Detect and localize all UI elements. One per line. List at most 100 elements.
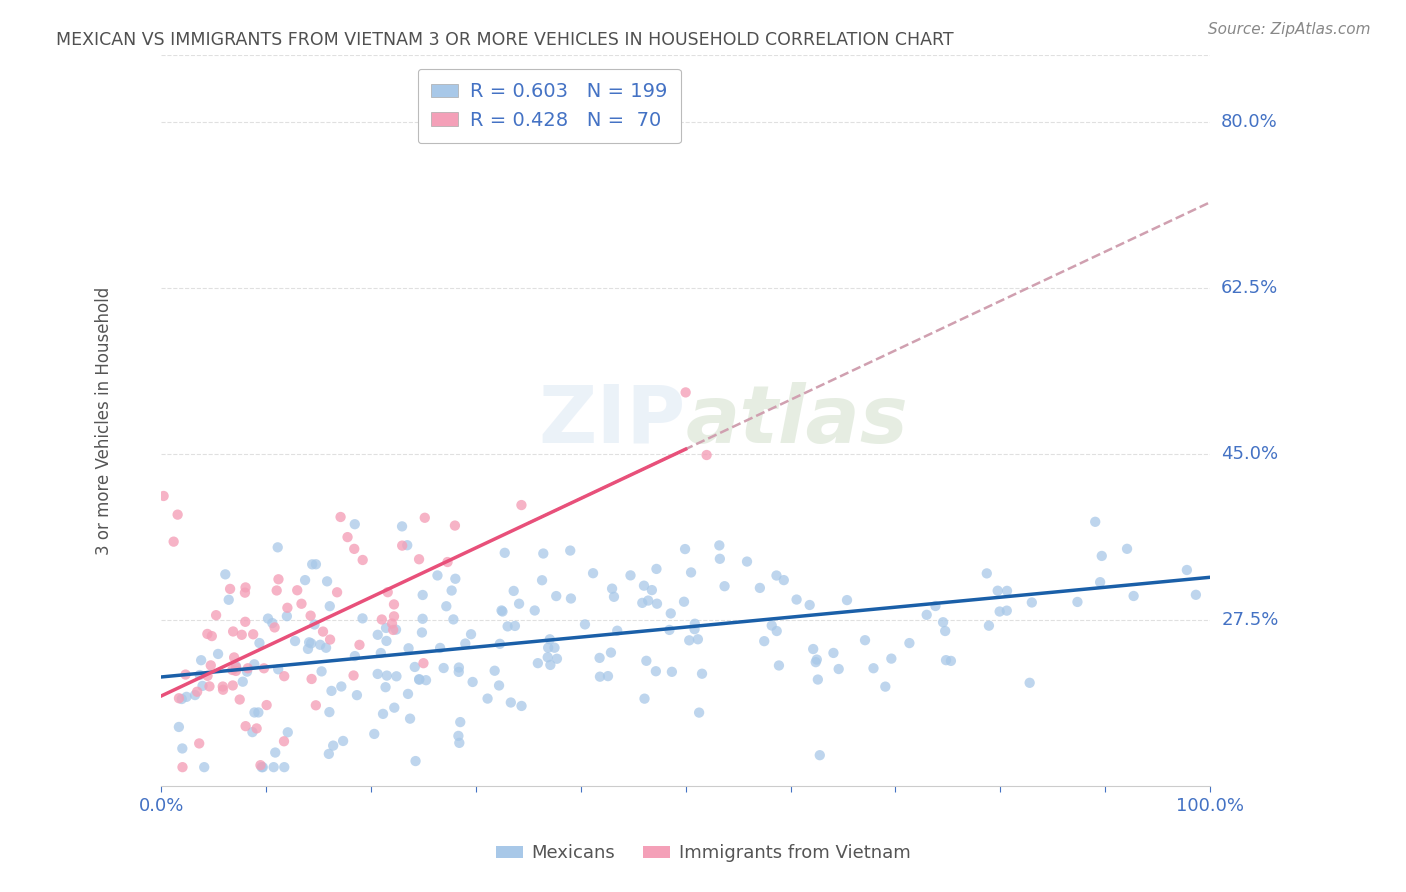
Point [412, 612, 434, 626]
Point [589, 670, 612, 684]
Point [367, 628, 389, 642]
Point [434, 599, 457, 614]
Point [352, 553, 374, 567]
Legend: R = 0.603   N = 199, R = 0.428   N =  70: R = 0.603 N = 199, R = 0.428 N = 70 [418, 69, 681, 144]
Point [273, 734, 295, 748]
Point [188, 736, 211, 750]
Point [298, 635, 321, 649]
Point [496, 619, 519, 633]
Point [193, 760, 215, 774]
Point [235, 719, 257, 733]
Point [862, 661, 884, 675]
Point [249, 636, 271, 650]
Point [436, 555, 458, 569]
Point [371, 706, 394, 721]
Point [412, 588, 434, 602]
Point [256, 698, 278, 712]
Point [277, 725, 299, 739]
Point [454, 636, 477, 650]
Point [242, 627, 264, 641]
Point [329, 510, 352, 524]
Point [641, 583, 664, 598]
Point [619, 568, 641, 582]
Text: MEXICAN VS IMMIGRANTS FROM VIETNAM 3 OR MORE VEHICLES IN HOUSEHOLD CORRELATION C: MEXICAN VS IMMIGRANTS FROM VIETNAM 3 OR … [56, 31, 953, 49]
Point [228, 692, 250, 706]
Point [172, 760, 194, 774]
Point [477, 691, 499, 706]
Point [235, 581, 257, 595]
Point [312, 624, 335, 639]
Point [761, 618, 783, 632]
Point [195, 627, 218, 641]
Point [987, 583, 1010, 598]
Point [371, 613, 394, 627]
Point [503, 619, 526, 633]
Point [673, 542, 696, 557]
Point [319, 599, 342, 614]
Text: Source: ZipAtlas.com: Source: ZipAtlas.com [1208, 22, 1371, 37]
Point [658, 623, 681, 637]
Point [404, 660, 426, 674]
Point [543, 640, 565, 655]
Point [231, 628, 253, 642]
Point [408, 673, 430, 687]
Point [257, 611, 280, 625]
Point [332, 734, 354, 748]
Point [316, 574, 339, 589]
Point [382, 700, 405, 714]
Point [190, 653, 212, 667]
Point [508, 597, 530, 611]
Point [502, 583, 524, 598]
Point [219, 582, 242, 596]
Point [396, 687, 419, 701]
Point [828, 662, 851, 676]
Point [382, 609, 405, 624]
Point [835, 593, 858, 607]
Point [531, 547, 554, 561]
Point [546, 589, 568, 603]
Point [765, 568, 787, 582]
Point [319, 632, 342, 647]
Point [645, 597, 668, 611]
Point [546, 652, 568, 666]
Point [488, 678, 510, 692]
Point [381, 616, 404, 631]
Point [167, 720, 190, 734]
Point [375, 668, 398, 682]
Point [172, 741, 194, 756]
Point [263, 620, 285, 634]
Point [924, 599, 946, 613]
Point [1175, 563, 1198, 577]
Point [460, 627, 482, 641]
Text: 45.0%: 45.0% [1222, 445, 1278, 463]
Point [222, 678, 245, 692]
Point [574, 617, 596, 632]
Point [184, 688, 207, 702]
Point [301, 672, 323, 686]
Point [415, 673, 437, 688]
Point [853, 633, 876, 648]
Point [537, 640, 560, 655]
Point [444, 572, 467, 586]
Point [412, 656, 434, 670]
Point [276, 609, 298, 624]
Point [600, 646, 623, 660]
Point [988, 605, 1011, 619]
Point [713, 579, 735, 593]
Text: 27.5%: 27.5% [1222, 611, 1278, 629]
Point [352, 611, 374, 625]
Point [491, 605, 513, 619]
Point [225, 659, 247, 673]
Point [935, 653, 957, 667]
Point [538, 657, 561, 672]
Point [600, 582, 623, 596]
Point [683, 616, 706, 631]
Point [447, 729, 470, 743]
Point [939, 654, 962, 668]
Point [382, 623, 405, 637]
Point [449, 715, 471, 730]
Point [396, 538, 419, 552]
Point [636, 654, 658, 668]
Point [1018, 675, 1040, 690]
Point [242, 725, 264, 739]
